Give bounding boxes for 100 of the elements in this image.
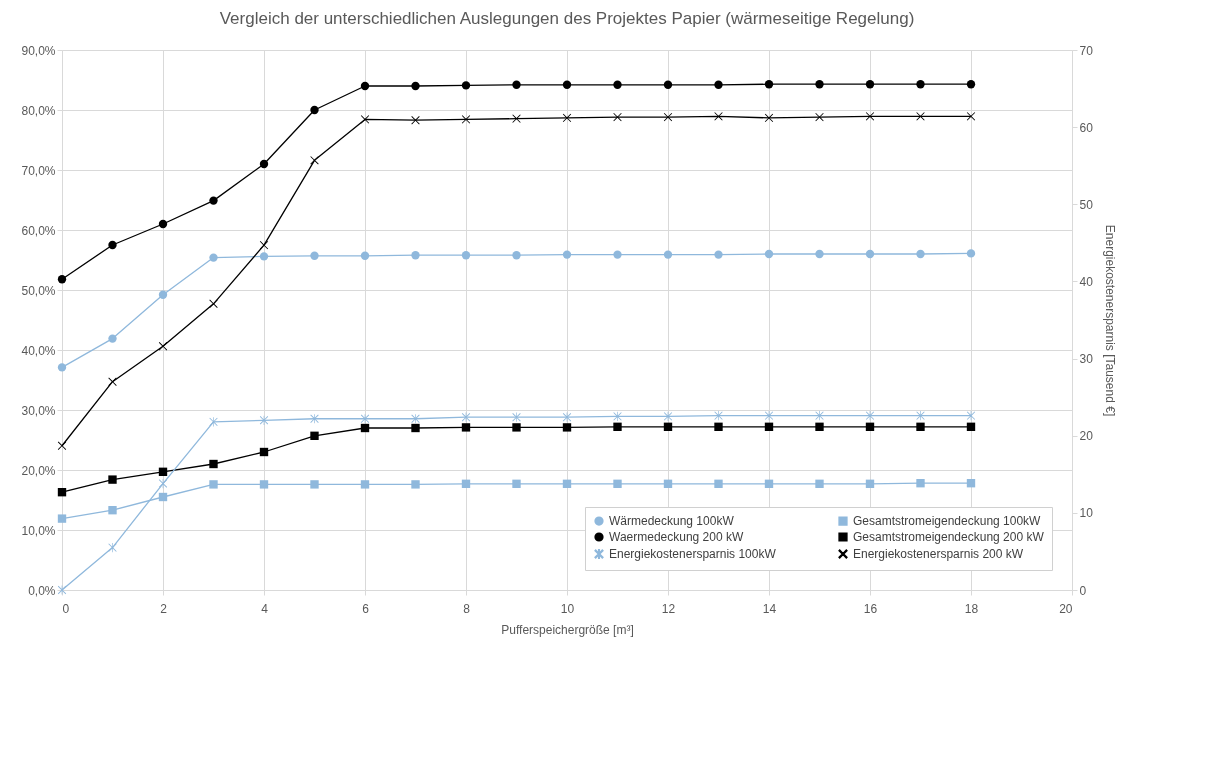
x-tick-label: 0	[62, 601, 70, 616]
x-tick-label: 8	[463, 601, 471, 616]
point	[411, 480, 420, 489]
point	[613, 479, 622, 488]
point	[209, 480, 218, 489]
point	[512, 479, 521, 488]
x-tick-label: 20	[1059, 601, 1073, 616]
point	[714, 422, 723, 431]
chart-title: Vergleich der unterschiedlichen Auslegungen des Projektes Papier (wärmeseitige Regelung)	[219, 9, 915, 28]
y-tick-label: 40,0%	[21, 343, 56, 358]
legend-label: Energiekostenersparnis 200 kW	[853, 547, 1024, 561]
point	[663, 80, 673, 89]
point	[512, 423, 521, 432]
point	[461, 423, 471, 432]
y-tick-label: 10,0%	[21, 523, 56, 538]
y2-tick-label: 60	[1079, 120, 1094, 135]
y-tick-label: 70,0%	[21, 163, 56, 178]
point	[259, 159, 269, 169]
point	[461, 251, 471, 260]
y-tick-label: 20,0%	[21, 463, 56, 478]
point	[108, 475, 117, 484]
point	[461, 479, 471, 488]
point	[461, 81, 471, 90]
point	[613, 112, 622, 122]
point	[411, 423, 420, 433]
point	[360, 480, 370, 489]
point	[360, 251, 370, 260]
point	[764, 80, 774, 89]
y2-tick-label: 0	[1079, 583, 1087, 598]
point	[916, 422, 925, 431]
point	[360, 81, 370, 91]
point	[310, 480, 319, 489]
y2-tick-label: 70	[1079, 43, 1094, 58]
point	[360, 115, 370, 124]
point	[562, 80, 572, 89]
point	[966, 479, 976, 488]
point	[259, 480, 269, 489]
y2-tick-label: 10	[1079, 506, 1094, 521]
point	[209, 253, 218, 262]
point	[865, 249, 875, 259]
point	[512, 80, 521, 89]
point	[57, 363, 67, 372]
y2-tick-label: 30	[1079, 352, 1094, 367]
point	[411, 81, 420, 91]
x-tick-label: 6	[362, 601, 370, 616]
y-tick-label: 30,0%	[21, 403, 56, 418]
point	[209, 196, 218, 205]
point	[916, 479, 925, 488]
legend-label: Gesamtstromeigendeckung 200 kW	[853, 530, 1045, 544]
point	[562, 250, 572, 259]
y-tick-label: 90,0%	[21, 43, 56, 58]
x-tick-label: 16	[863, 601, 878, 616]
y2-tick-label: 50	[1079, 197, 1094, 212]
point	[158, 467, 168, 476]
point	[613, 80, 622, 89]
point	[158, 492, 168, 502]
point	[815, 249, 824, 259]
y-tick-label: 50,0%	[21, 283, 56, 298]
point	[108, 334, 117, 343]
x-tick-label: 4	[261, 601, 269, 616]
point	[764, 479, 774, 488]
point	[310, 251, 319, 260]
point	[108, 240, 117, 250]
point	[562, 479, 572, 488]
y2-axis-title: Energiekostenersparnis [Tausend €]	[1102, 224, 1117, 417]
point	[57, 488, 67, 497]
point	[209, 417, 218, 427]
point	[512, 412, 521, 422]
point	[57, 275, 67, 284]
point	[865, 422, 875, 431]
point	[158, 290, 168, 299]
point	[815, 112, 824, 122]
point	[310, 431, 319, 440]
y-tick-label: 0,0%	[28, 583, 56, 598]
point	[663, 411, 673, 422]
point	[461, 115, 471, 124]
legend-label: Gesamtstromeigendeckung 100kW	[853, 514, 1042, 529]
y2-tick-label: 20	[1079, 429, 1094, 444]
point	[714, 80, 723, 89]
point	[714, 479, 723, 488]
point	[815, 422, 824, 431]
point	[815, 80, 824, 89]
point	[663, 422, 673, 431]
y2-tick-label: 40	[1079, 274, 1094, 289]
y-tick-label: 60,0%	[21, 223, 56, 238]
point	[108, 506, 117, 515]
x-axis-title: Pufferspeichergröße [m³]	[501, 622, 634, 637]
x-tick-label: 12	[661, 601, 676, 616]
point	[158, 478, 168, 489]
point	[865, 479, 875, 488]
point	[360, 423, 370, 433]
point	[865, 80, 875, 89]
point	[714, 250, 723, 259]
point	[663, 479, 673, 488]
point	[209, 459, 218, 469]
point	[916, 249, 925, 259]
point	[158, 219, 168, 229]
point	[613, 422, 622, 431]
point	[512, 251, 521, 260]
x-tick-label: 18	[964, 601, 979, 616]
